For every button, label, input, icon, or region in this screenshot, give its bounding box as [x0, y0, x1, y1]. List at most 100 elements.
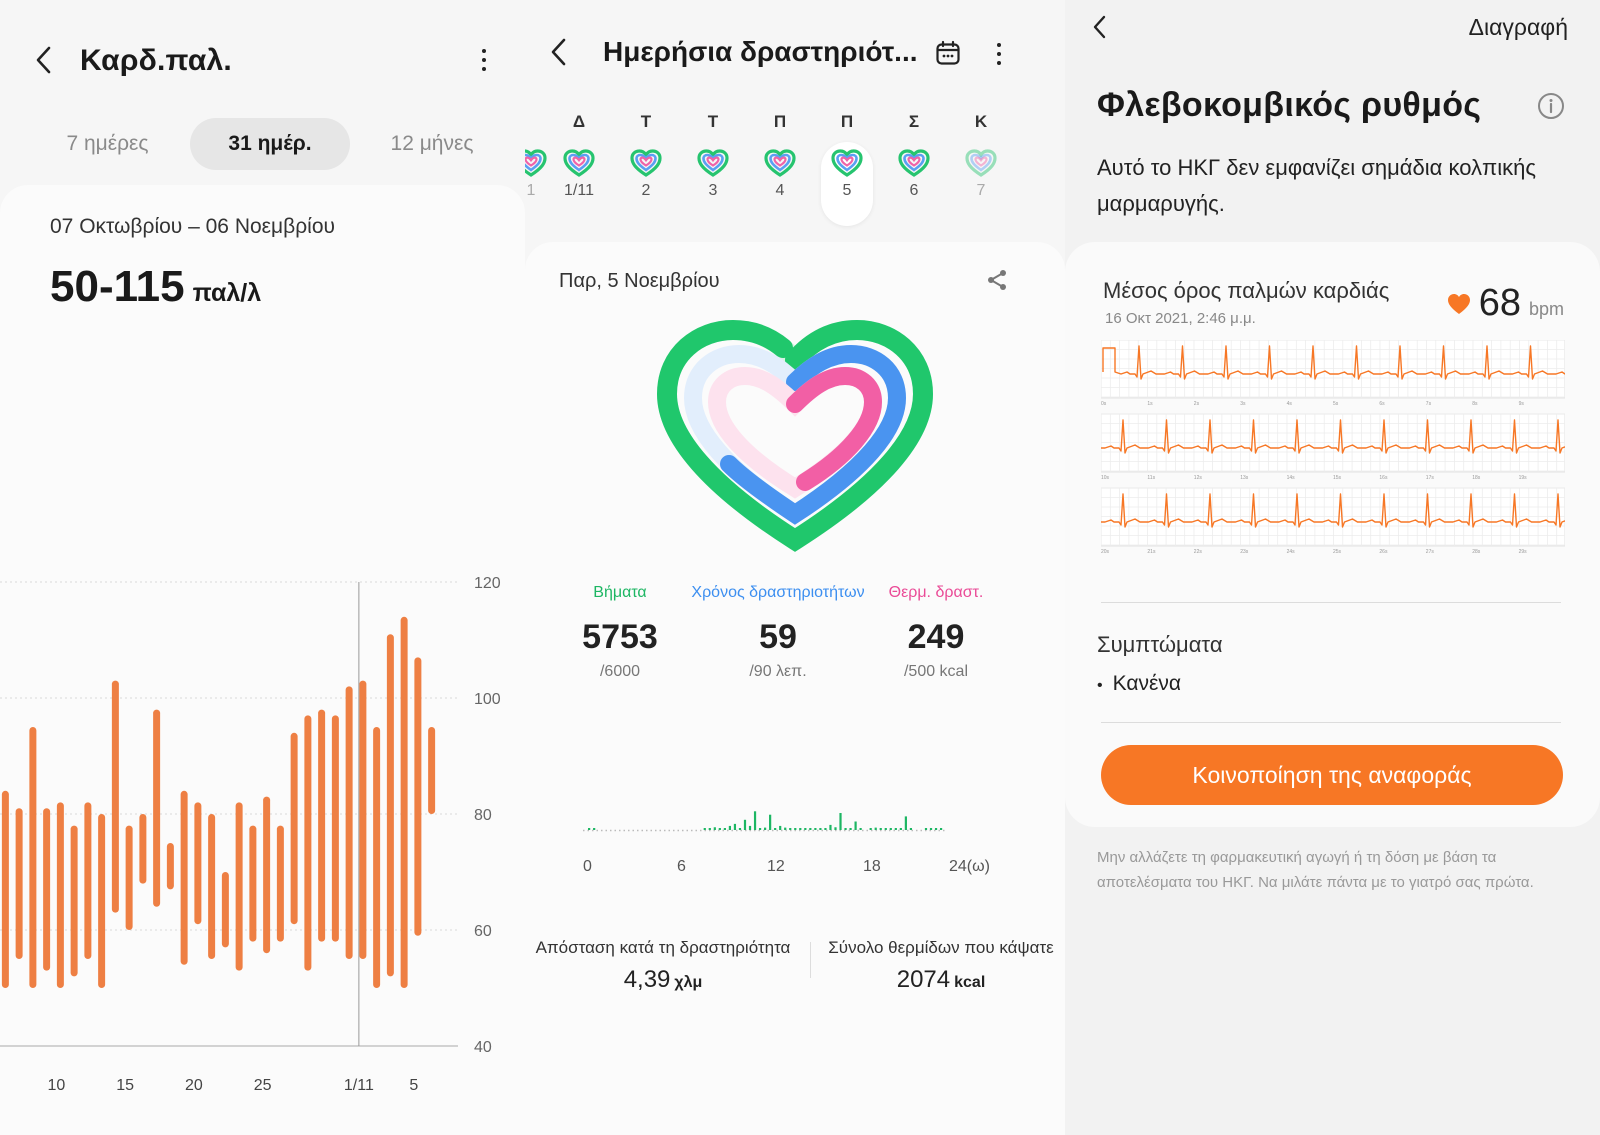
- stat-label: Θερμ. δραστ.: [888, 584, 984, 601]
- page-title: Καρδ.παλ.: [80, 44, 232, 77]
- ecg-trace: [1102, 345, 1565, 380]
- stat-value: 5753: [582, 618, 658, 656]
- steps-bar: [764, 827, 767, 830]
- steps-bar: [593, 828, 596, 830]
- heart-rate-bar: [318, 709, 326, 942]
- steps-bar: [799, 828, 802, 830]
- stat-steps[interactable]: Βήματα 5753 /6000: [525, 584, 715, 681]
- steps-bar: [753, 811, 757, 830]
- selected-date: Παρ, 5 Νοεμβρίου: [559, 270, 720, 292]
- y-tick-label: 40: [474, 1039, 492, 1056]
- heart-icon: [1447, 294, 1470, 314]
- hour-axis-label: 24(ω): [949, 858, 990, 875]
- steps-bar: [723, 828, 726, 830]
- heart-rate-card: [0, 185, 525, 1135]
- steps-bar: [869, 828, 872, 830]
- heart-rate-bar: [29, 727, 37, 988]
- steps-bar: [784, 827, 787, 830]
- stat-active-time[interactable]: Χρόνος δραστηριοτήτων 59 /90 λεπ.: [683, 584, 873, 681]
- heart-rate-bar: [111, 680, 119, 913]
- ecg-time-tick: 27s: [1426, 549, 1435, 555]
- daily-goal-heart-icon: [525, 149, 547, 177]
- ecg-time-tick: 13s: [1240, 475, 1249, 481]
- x-tick-label: 20: [185, 1077, 203, 1094]
- hourly-steps-chart[interactable]: [575, 790, 1015, 850]
- ecg-time-tick: 19s: [1519, 475, 1528, 481]
- stat-label: Χρόνος δραστηριοτήτων: [691, 584, 865, 601]
- average-heart-rate-label: Μέσος όρος παλμών καρδιάς: [1103, 278, 1390, 303]
- ecg-time-tick: 29s: [1519, 549, 1528, 555]
- steps-bar: [733, 823, 737, 830]
- share-icon[interactable]: [983, 266, 1011, 294]
- heart-rate-bar: [290, 732, 298, 925]
- share-report-button[interactable]: Κοινοποίηση της αναφοράς: [1101, 745, 1563, 805]
- more-options-icon[interactable]: [472, 44, 496, 76]
- more-options-icon[interactable]: [987, 38, 1011, 70]
- ecg-time-tick: 24s: [1287, 549, 1296, 555]
- y-tick-label: 60: [474, 923, 492, 940]
- ecg-time-tick: 21s: [1147, 549, 1156, 555]
- bullet: •: [1097, 677, 1103, 694]
- heart-rate-bar: [98, 814, 106, 988]
- back-icon[interactable]: [543, 36, 575, 68]
- steps-bar: [859, 828, 862, 830]
- steps-bar: [889, 828, 892, 830]
- day-column[interactable]: 1: [525, 112, 557, 200]
- ecg-time-tick: 17s: [1426, 475, 1435, 481]
- ecg-trace: [1101, 493, 1565, 528]
- ecg-time-tick: 16s: [1379, 475, 1388, 481]
- date-range: 07 Οκτωβρίου – 06 Νοεμβρίου: [50, 215, 335, 238]
- ecg-time-tick: 9s: [1519, 401, 1525, 407]
- symptoms-heading: Συμπτώματα: [1097, 632, 1223, 657]
- ecg-time-tick: 6s: [1379, 401, 1385, 407]
- ecg-panel: Διαγραφή Φλεβοκομβικός ρυθμός Αυτό το ΗΚ…: [1065, 0, 1600, 1135]
- stat-activity-calories[interactable]: Θερμ. δραστ. 249 /500 kcal: [841, 584, 1031, 681]
- daily-goal-heart-icon: [831, 149, 863, 177]
- tab-12-months[interactable]: 12 μήνες: [390, 132, 474, 155]
- heart-rate-chart[interactable]: 120 100 80 60 40 10 15 20 25 1/11 5: [0, 570, 525, 1120]
- heart-rate-bar: [249, 825, 257, 942]
- heart-rate-bar: [400, 616, 408, 988]
- hour-axis-label: 12: [767, 858, 785, 875]
- ecg-strip: 0s 1s 2s 3s 4s 5s 6s 7s 8s 9s: [1101, 340, 1565, 407]
- ecg-time-tick: 12s: [1194, 475, 1203, 481]
- info-icon[interactable]: [1535, 90, 1567, 122]
- back-icon[interactable]: [28, 44, 60, 76]
- steps-bar: [779, 825, 782, 830]
- steps-bar: [844, 828, 847, 830]
- calories-value: 2074: [896, 966, 951, 993]
- date-label: 2: [641, 182, 651, 199]
- steps-bar: [804, 828, 807, 830]
- back-icon[interactable]: [1085, 12, 1115, 42]
- steps-bar: [854, 821, 857, 830]
- date-label: 7: [976, 182, 986, 199]
- tab-7-days[interactable]: 7 ημέρες: [66, 132, 149, 155]
- delete-button[interactable]: Διαγραφή: [1468, 14, 1568, 40]
- day-column[interactable]: Δ 1/11: [553, 112, 605, 200]
- ecg-time-tick: 23s: [1240, 549, 1249, 555]
- heart-rate-bar: [373, 727, 381, 988]
- divider: [1101, 722, 1561, 723]
- heart-rate-bar: [345, 686, 353, 959]
- ecg-time-tick: 28s: [1472, 549, 1481, 555]
- heart-rate-bar: [235, 802, 243, 971]
- tab-31-days[interactable]: 31 ημέρ.: [190, 118, 350, 170]
- steps-bar: [789, 828, 792, 830]
- daily-goal-heart-icon: [563, 149, 595, 177]
- ecg-time-tick: 2s: [1194, 401, 1200, 407]
- calendar-icon[interactable]: [933, 38, 963, 68]
- stat-goal: /90 λεπ.: [749, 663, 807, 680]
- heart-rate-bar: [125, 825, 133, 930]
- steps-bar: [899, 828, 902, 830]
- ecg-time-tick: 11s: [1147, 475, 1155, 481]
- weekday-label: Π: [840, 112, 854, 131]
- heart-rate-bar: [153, 709, 161, 907]
- x-tick-label: 25: [254, 1077, 272, 1094]
- steps-bar: [934, 828, 938, 830]
